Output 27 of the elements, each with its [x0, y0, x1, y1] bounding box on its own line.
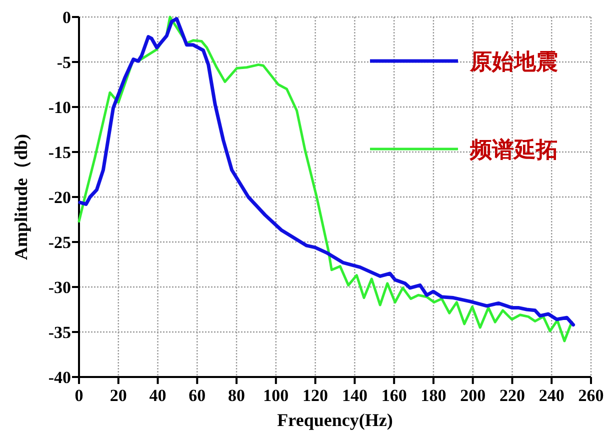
- legend-label: 原始地震: [469, 50, 558, 75]
- y-tick-label: 0: [62, 8, 71, 27]
- x-tick-label: 180: [420, 386, 446, 405]
- x-tick-label: 260: [578, 386, 604, 405]
- x-tick-label: 80: [228, 386, 246, 405]
- legend-label: 频谱延拓: [469, 137, 558, 163]
- x-tick-label: 60: [188, 386, 206, 405]
- y-tick-label: -10: [48, 98, 71, 117]
- x-tick-label: 20: [110, 386, 127, 405]
- y-tick-label: -25: [48, 233, 71, 252]
- y-axis-title: Amplitude（db): [11, 134, 31, 260]
- x-tick-label: 200: [460, 386, 486, 405]
- y-tick-label: -35: [48, 323, 71, 342]
- y-tick-label: -5: [56, 53, 71, 72]
- x-axis-title: Frequency(Hz): [277, 410, 393, 430]
- x-tick-label: 40: [149, 386, 166, 405]
- y-tick-label: -20: [48, 188, 71, 207]
- y-tick-label: -15: [48, 143, 71, 162]
- x-tick-label: 100: [263, 386, 289, 405]
- x-tick-label: 0: [74, 386, 84, 405]
- x-tick-label: 240: [538, 386, 564, 405]
- x-tick-label: 140: [342, 386, 368, 405]
- y-tick-label: -40: [48, 368, 71, 387]
- x-tick-label: 120: [302, 386, 328, 405]
- x-tick-label: 220: [499, 386, 525, 405]
- x-tick-label: 160: [381, 386, 407, 405]
- y-tick-label: -30: [48, 278, 71, 297]
